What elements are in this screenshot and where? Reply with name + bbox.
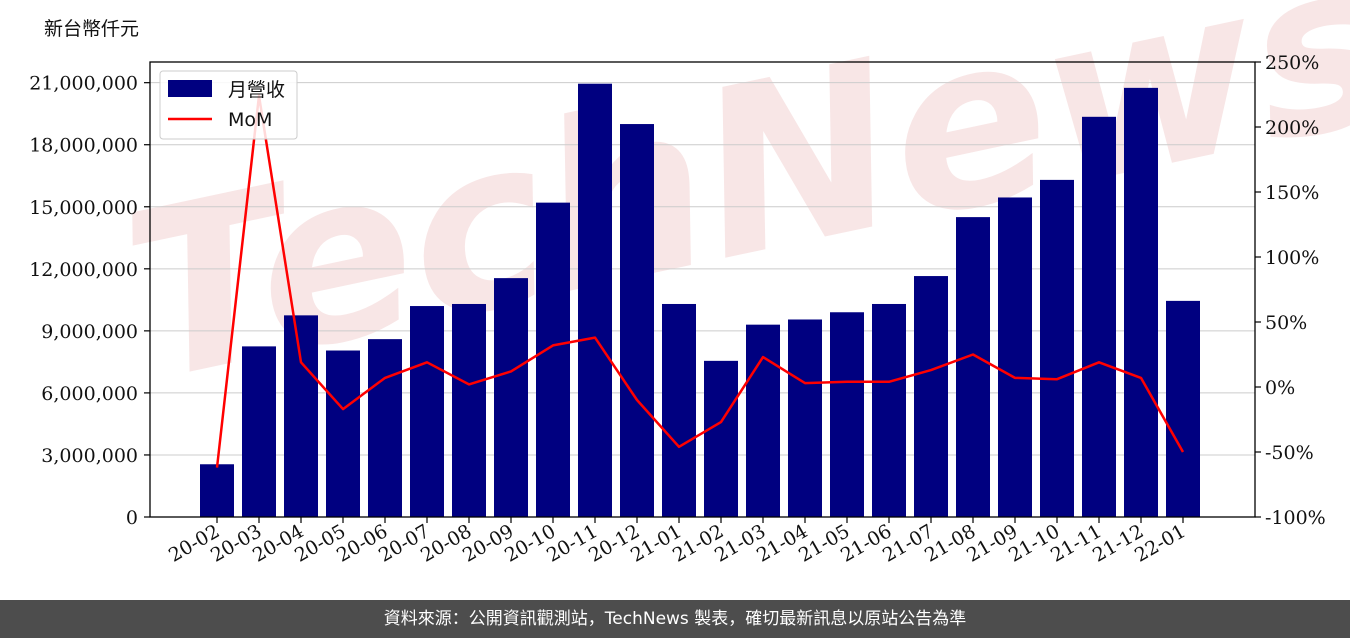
bar-21-04	[788, 319, 822, 517]
bar-20-05	[326, 350, 360, 517]
bar-20-11	[578, 83, 612, 517]
bar-20-08	[452, 303, 486, 517]
plot-frame	[149, 61, 1256, 518]
left-tick-label: 9,000,000	[41, 321, 138, 343]
bar-22-01	[1166, 300, 1200, 517]
right-tick-label: -50%	[1265, 442, 1314, 464]
revenue-chart: TechNews03,000,0006,000,0009,000,00012,0…	[29, 0, 1350, 567]
bar-20-12	[620, 124, 654, 517]
bar-21-03	[746, 324, 780, 517]
legend-line-label: MoM	[228, 109, 272, 131]
bar-20-04	[284, 315, 318, 517]
mom-line	[215, 94, 1185, 468]
left-tick-label: 6,000,000	[41, 383, 138, 405]
right-tick-label: 200%	[1265, 117, 1319, 139]
bar-20-09	[494, 278, 528, 517]
bar-21-06	[872, 303, 906, 517]
right-tick-label: -100%	[1265, 507, 1326, 529]
bar-21-01	[662, 303, 696, 517]
bar-21-08	[956, 217, 990, 517]
right-tick-label: 50%	[1265, 312, 1307, 334]
bar-21-07	[914, 276, 948, 517]
left-tick-label: 12,000,000	[29, 259, 138, 281]
bar-21-12	[1124, 87, 1158, 518]
bar-21-05	[830, 312, 864, 517]
source-footer: 資料來源：公開資訊觀測站，TechNews 製表，確切最新訊息以原站公告為準	[0, 600, 1350, 638]
bar-20-07	[410, 306, 444, 517]
unit-label: 新台幣仟元	[44, 18, 140, 40]
bar-20-06	[368, 339, 402, 517]
bar-21-11	[1082, 116, 1116, 517]
right-tick-label: 150%	[1265, 182, 1319, 204]
left-tick-label: 3,000,000	[41, 445, 138, 467]
bar-20-03	[242, 346, 276, 517]
left-tick-label: 18,000,000	[29, 135, 138, 157]
bar-20-10	[536, 202, 570, 518]
left-tick-label: 21,000,000	[29, 73, 138, 95]
right-tick-label: 250%	[1265, 52, 1319, 74]
bar-21-02	[704, 360, 738, 517]
bar-21-09	[998, 197, 1032, 517]
right-tick-label: 0%	[1265, 377, 1295, 399]
legend: 月營收 MoM	[159, 70, 298, 140]
left-tick-label: 0	[126, 507, 138, 529]
bar-21-10	[1040, 179, 1074, 518]
left-tick-label: 15,000,000	[29, 197, 138, 219]
legend-bar-swatch	[168, 80, 212, 97]
legend-bar-label: 月營收	[228, 79, 285, 101]
bar-20-02	[200, 464, 234, 517]
right-tick-label: 100%	[1265, 247, 1319, 269]
